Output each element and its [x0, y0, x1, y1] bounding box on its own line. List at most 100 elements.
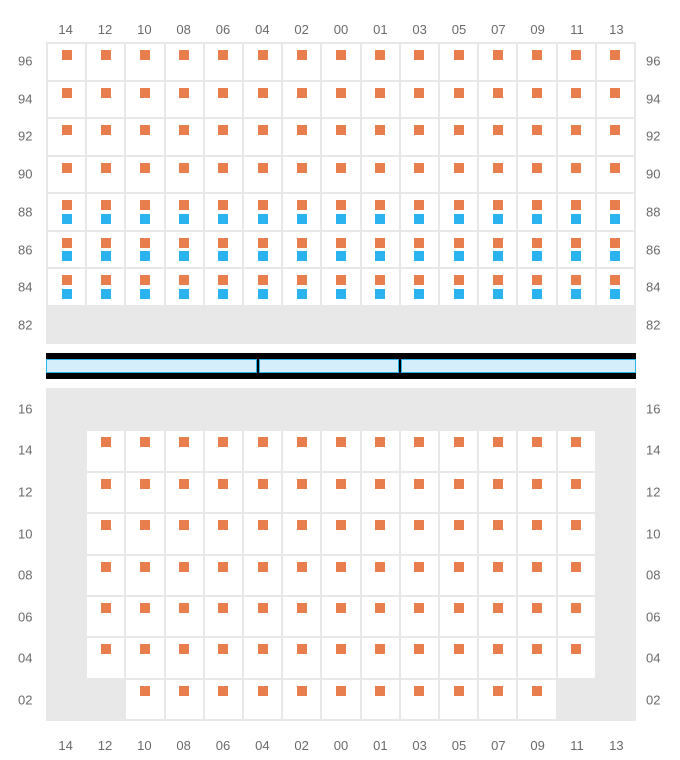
seat-cell[interactable]: [47, 193, 86, 231]
seat-cell[interactable]: [243, 193, 282, 231]
seat-cell[interactable]: [400, 156, 439, 194]
seat-cell[interactable]: [400, 596, 439, 637]
seat-cell[interactable]: [478, 513, 517, 554]
seat-cell[interactable]: [321, 596, 360, 637]
seat-cell[interactable]: [204, 513, 243, 554]
seat-cell[interactable]: [243, 156, 282, 194]
seat-cell[interactable]: [204, 81, 243, 119]
seat-cell[interactable]: [282, 118, 321, 156]
seat-cell[interactable]: [361, 156, 400, 194]
seat-cell[interactable]: [361, 231, 400, 269]
seat-cell[interactable]: [400, 268, 439, 306]
seat-cell[interactable]: [400, 637, 439, 678]
seat-cell[interactable]: [361, 193, 400, 231]
seat-cell[interactable]: [439, 679, 478, 720]
seat-cell[interactable]: [557, 81, 596, 119]
seat-cell[interactable]: [557, 231, 596, 269]
seat-cell[interactable]: [361, 43, 400, 81]
seat-cell[interactable]: [439, 268, 478, 306]
seat-cell[interactable]: [321, 268, 360, 306]
seat-cell[interactable]: [439, 81, 478, 119]
seat-cell[interactable]: [478, 193, 517, 231]
seat-cell[interactable]: [165, 156, 204, 194]
seat-cell[interactable]: [321, 43, 360, 81]
seat-cell[interactable]: [439, 472, 478, 513]
seat-cell[interactable]: [204, 156, 243, 194]
seat-cell[interactable]: [282, 81, 321, 119]
seat-cell[interactable]: [596, 231, 635, 269]
seat-cell[interactable]: [517, 472, 556, 513]
seat-cell[interactable]: [282, 637, 321, 678]
seat-cell[interactable]: [517, 193, 556, 231]
seat-cell[interactable]: [400, 118, 439, 156]
seat-cell[interactable]: [282, 679, 321, 720]
seat-cell[interactable]: [400, 81, 439, 119]
seat-cell[interactable]: [517, 118, 556, 156]
seat-cell[interactable]: [125, 268, 164, 306]
seat-cell[interactable]: [596, 268, 635, 306]
seat-cell[interactable]: [165, 472, 204, 513]
seat-cell[interactable]: [243, 679, 282, 720]
seat-cell[interactable]: [165, 118, 204, 156]
seat-cell[interactable]: [282, 513, 321, 554]
seat-cell[interactable]: [86, 513, 125, 554]
seat-cell[interactable]: [321, 637, 360, 678]
seat-cell[interactable]: [243, 268, 282, 306]
seat-cell[interactable]: [361, 430, 400, 471]
seat-cell[interactable]: [243, 430, 282, 471]
seat-cell[interactable]: [439, 43, 478, 81]
seat-cell[interactable]: [165, 637, 204, 678]
seat-cell[interactable]: [478, 472, 517, 513]
seat-cell[interactable]: [557, 472, 596, 513]
seat-cell[interactable]: [321, 430, 360, 471]
seat-cell[interactable]: [165, 679, 204, 720]
seat-cell[interactable]: [439, 596, 478, 637]
seat-cell[interactable]: [125, 513, 164, 554]
seat-cell[interactable]: [557, 555, 596, 596]
seat-cell[interactable]: [86, 231, 125, 269]
seat-cell[interactable]: [517, 430, 556, 471]
seat-cell[interactable]: [47, 43, 86, 81]
seat-cell[interactable]: [282, 555, 321, 596]
seat-cell[interactable]: [165, 81, 204, 119]
seat-cell[interactable]: [400, 679, 439, 720]
seat-cell[interactable]: [400, 513, 439, 554]
seat-cell[interactable]: [439, 513, 478, 554]
seat-cell[interactable]: [47, 156, 86, 194]
seat-cell[interactable]: [47, 231, 86, 269]
seat-cell[interactable]: [517, 679, 556, 720]
seat-cell[interactable]: [282, 43, 321, 81]
seat-cell[interactable]: [439, 118, 478, 156]
seat-cell[interactable]: [517, 596, 556, 637]
seat-cell[interactable]: [478, 81, 517, 119]
seat-cell[interactable]: [361, 268, 400, 306]
seat-cell[interactable]: [165, 430, 204, 471]
seat-cell[interactable]: [243, 596, 282, 637]
seat-cell[interactable]: [321, 555, 360, 596]
seat-cell[interactable]: [478, 555, 517, 596]
seat-cell[interactable]: [243, 231, 282, 269]
seat-cell[interactable]: [125, 637, 164, 678]
seat-cell[interactable]: [86, 555, 125, 596]
seat-cell[interactable]: [439, 555, 478, 596]
seat-cell[interactable]: [478, 43, 517, 81]
seat-cell[interactable]: [282, 472, 321, 513]
seat-cell[interactable]: [165, 555, 204, 596]
seat-cell[interactable]: [204, 43, 243, 81]
seat-cell[interactable]: [439, 193, 478, 231]
seat-cell[interactable]: [321, 156, 360, 194]
seat-cell[interactable]: [361, 472, 400, 513]
seat-cell[interactable]: [321, 472, 360, 513]
seat-cell[interactable]: [321, 679, 360, 720]
seat-cell[interactable]: [361, 513, 400, 554]
seat-cell[interactable]: [282, 156, 321, 194]
seat-cell[interactable]: [557, 43, 596, 81]
seat-cell[interactable]: [86, 268, 125, 306]
seat-cell[interactable]: [86, 430, 125, 471]
seat-cell[interactable]: [400, 472, 439, 513]
seat-cell[interactable]: [439, 231, 478, 269]
seat-cell[interactable]: [243, 555, 282, 596]
seat-cell[interactable]: [557, 268, 596, 306]
seat-cell[interactable]: [439, 637, 478, 678]
seat-cell[interactable]: [282, 193, 321, 231]
